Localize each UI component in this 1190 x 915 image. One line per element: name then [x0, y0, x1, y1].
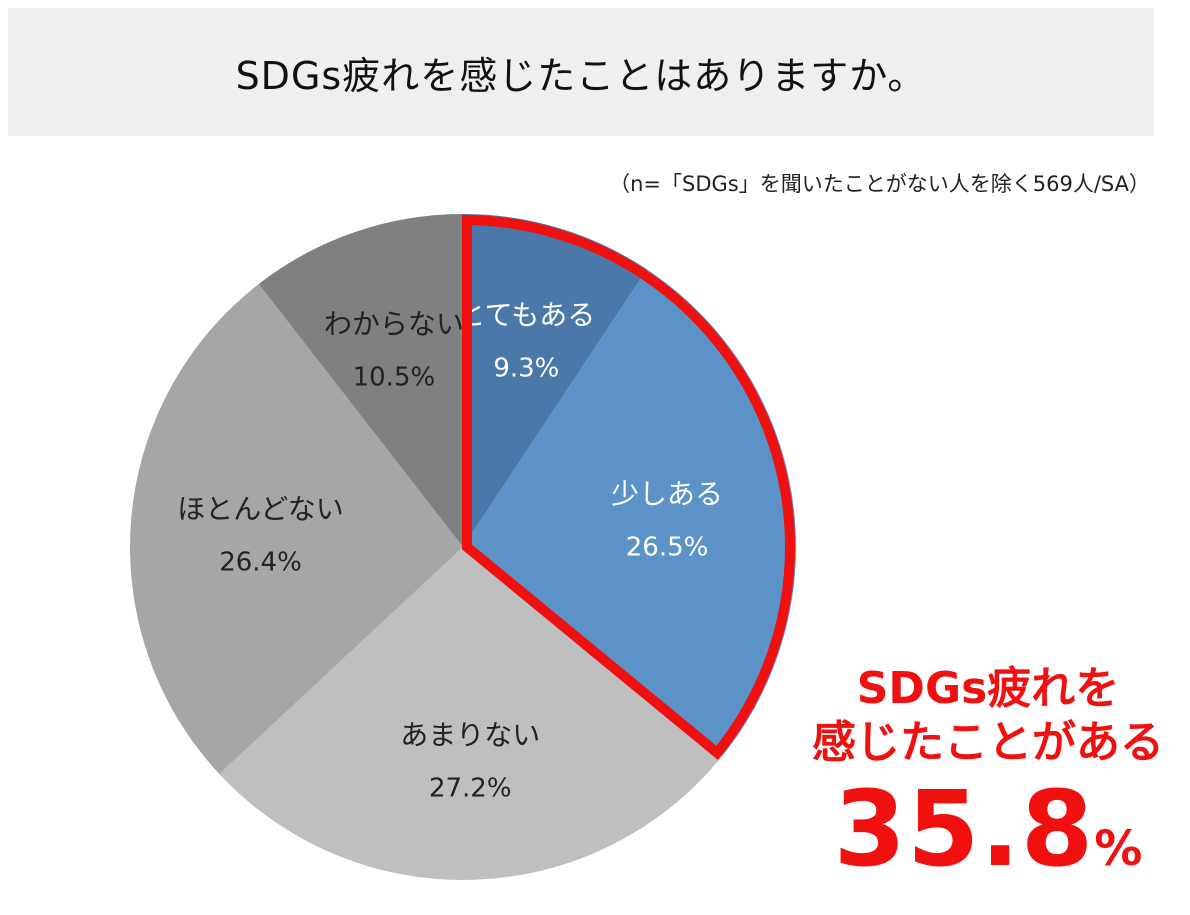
title-bar: SDGs疲れを感じたことはありますか。	[8, 8, 1154, 136]
callout-unit: %	[1094, 821, 1143, 877]
chart-title: SDGs疲れを感じたことはありますか。	[235, 53, 927, 98]
slice-value-2: 26.5%	[626, 533, 709, 563]
pie-slice-4	[130, 284, 463, 774]
highlight-callout: SDGs疲れを 感じたことがある 35.8%	[790, 662, 1186, 915]
pie-slice-1	[463, 214, 647, 547]
sample-note: （n=「SDGs」を聞いたことがない人を除く569人/SA）	[609, 172, 1150, 196]
slice-value-4: 26.4%	[219, 548, 302, 578]
callout-line-1: SDGs疲れを	[856, 663, 1120, 714]
pie-slice-3	[219, 547, 722, 881]
pie-slice-5	[258, 214, 463, 547]
callout-total: 35.8%	[790, 774, 1186, 915]
slice-value-3: 27.2%	[429, 774, 512, 804]
slice-label-1: とてもある	[457, 299, 595, 332]
slice-label-4: ほとんどない	[177, 493, 344, 526]
slice-label-3: あまりない	[400, 719, 540, 752]
slice-label-2: 少しある	[611, 478, 723, 511]
slice-value-1: 9.3%	[493, 354, 559, 384]
highlight-outline	[462, 214, 796, 760]
slice-label-5: わからない	[324, 307, 464, 340]
slice-value-5: 10.5%	[353, 362, 436, 392]
callout-value: 35.8	[833, 768, 1095, 890]
pie-slice-2	[463, 269, 797, 757]
callout-line-2: 感じたことがある	[812, 717, 1164, 768]
